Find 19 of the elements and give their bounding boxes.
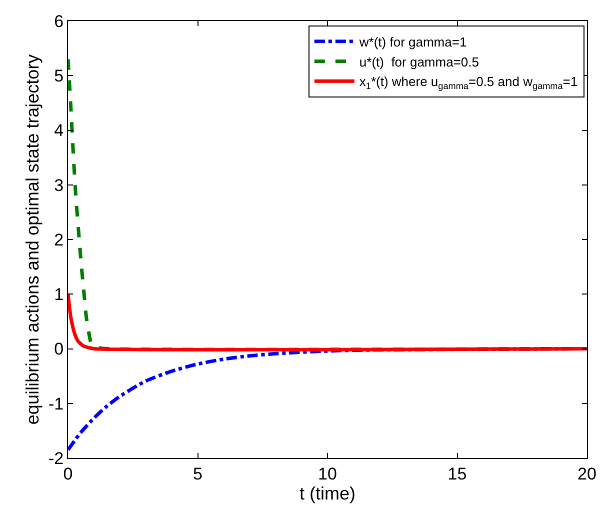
y-tick-label: 1 <box>54 285 64 304</box>
x-tick-label: 20 <box>578 464 596 484</box>
legend-label: x$_{1}$*(t) where u$_{gamma}$=0.5 and w$_{gamma}$=1 <box>359 74 578 91</box>
y-tick-label: -2 <box>48 448 64 468</box>
y-tick-label: -1 <box>48 394 64 414</box>
x-tick-label: 5 <box>193 464 202 484</box>
legend-label: w*(t) for gamma=1 <box>358 34 467 50</box>
legend-label: u*(t) for gamma=0.5 <box>359 54 479 70</box>
x-tick-label: 15 <box>448 464 467 484</box>
y-axis-title: equilibrium actions and optimal state trajectory <box>22 54 43 425</box>
y-tick-label: 6 <box>54 12 64 31</box>
y-tick-label: 0 <box>54 340 64 359</box>
y-tick-label: 3 <box>54 176 64 195</box>
y-tick-label: 4 <box>54 121 64 140</box>
line-series <box>68 292 587 352</box>
y-tick-label: 5 <box>54 66 64 86</box>
x-tick-label: 10 <box>318 464 337 484</box>
y-tick-label: 2 <box>54 230 64 250</box>
x-axis-title: t (time) <box>300 484 356 504</box>
